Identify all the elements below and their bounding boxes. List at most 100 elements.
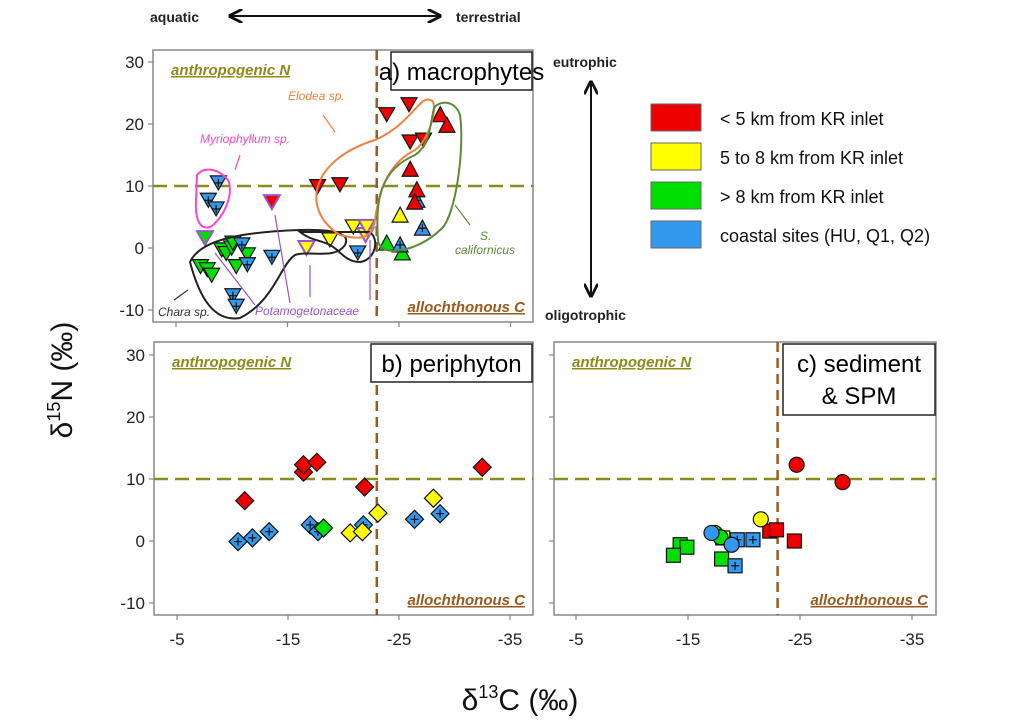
data-point-triangle-down (400, 97, 419, 113)
data-point-triangle-down (262, 194, 282, 212)
legend-swatch-red (650, 103, 702, 132)
panel-title: b) periphyton (381, 351, 521, 378)
data-point-triangle-up (405, 192, 424, 210)
data-point-triangle-down (227, 259, 246, 275)
data-point-triangle-down (344, 219, 363, 236)
data-point-triangle-up (437, 115, 456, 133)
data-point-circle (703, 524, 720, 542)
x-axis-title: δ13C (‰) (462, 682, 579, 717)
x-tick-label: -5 (169, 630, 184, 649)
data-point-triangle-down (195, 230, 215, 248)
anthropogenic-n-label: anthropogenic N (172, 354, 292, 371)
data-point-circle (834, 474, 851, 491)
panel-title-box (370, 343, 533, 383)
data-point-triangle-down (238, 247, 257, 264)
panel-periphyton: 30 20 10 0 -10 -5 -15 -25 -35 anthropogenic N allo… (120, 341, 534, 649)
y-axis-title: δ15N (‰) (44, 322, 79, 439)
data-point-triangle-down (377, 107, 396, 123)
data-point-triangle-down (356, 218, 377, 236)
data-point-square (679, 539, 695, 555)
potamogetonaceae-arrow-1 (274, 214, 291, 304)
y-tick-label: 20 (125, 115, 144, 134)
eutrophic-label: eutrophic (553, 54, 617, 70)
data-point-diamond (354, 477, 375, 497)
legend-label-green: > 8 km from KR inlet (720, 187, 884, 207)
data-point-triangle-up (401, 159, 420, 177)
data-point-circle (723, 536, 740, 553)
data-point-square (665, 547, 682, 563)
data-point-diamond (368, 503, 388, 523)
x-tick-label: -5 (568, 630, 583, 649)
data-point-triangle-up (407, 180, 426, 198)
legend-label-red: < 5 km from KR inlet (720, 109, 884, 129)
chara-label: Chara sp. (158, 305, 210, 319)
panel-macrophytes: 30 20 10 0 -10 anthropogenic N allochthonous C… (119, 49, 544, 327)
macrophyte-annotations: Elodea sp. Myriophyllum sp. Potamogetona… (158, 89, 515, 320)
aquatic-label: aquatic (150, 9, 199, 25)
legend-label-yellow: 5 to 8 km from KR inlet (720, 148, 903, 168)
data-point-triangle-down (296, 240, 317, 258)
potamogetonaceae-label: Potamogetonaceae (255, 304, 359, 318)
x-tick-label: -15 (276, 630, 301, 649)
data-point-diamond (472, 457, 493, 478)
data-point-triangle-down (202, 267, 221, 284)
x-tick-label: -25 (788, 630, 813, 649)
panel-title-box (782, 343, 936, 416)
y-tick-label: 10 (125, 177, 144, 196)
chara-arrow (173, 289, 189, 301)
myriophyllum-label: Myriophyllum sp. (200, 132, 290, 146)
oligotrophic-label: oligotrophic (545, 307, 626, 323)
data-point-circle (788, 456, 805, 473)
svg-text:δ15N (‰): δ15N (‰) (44, 322, 79, 439)
chara-enclosure-right (297, 231, 377, 264)
panel-sediment-spm: -5 -15 -25 -35 anthropogenic N allochthonous … (549, 341, 937, 649)
data-point-square (768, 522, 785, 538)
allochthonous-c-label: allochthonous C (408, 592, 527, 609)
legend-swatch-green (650, 181, 702, 210)
legend: < 5 km from KR inlet 5 to 8 km from KR in… (650, 103, 930, 249)
s-californicus-label-1: S. (480, 229, 491, 243)
data-point-triangle-down (401, 134, 420, 151)
panel-title-line2: & SPM (822, 383, 897, 410)
legend-label-blue: coastal sites (HU, Q1, Q2) (720, 226, 930, 246)
terrestrial-label: terrestrial (456, 9, 521, 25)
chara-enclosure-left (188, 228, 348, 320)
x-tick-label: -35 (900, 630, 925, 649)
y-tick-label: 20 (126, 408, 145, 427)
data-point-square (713, 551, 730, 567)
data-point-circle (752, 511, 769, 528)
data-point-diamond (313, 518, 334, 538)
y-tick-label: 30 (126, 346, 145, 365)
data-point-diamond (234, 490, 255, 511)
data-point-diamond (423, 488, 444, 509)
allochthonous-c-label: allochthonous C (408, 299, 527, 316)
y-tick-label: 10 (126, 470, 145, 489)
y-tick-label: -10 (119, 301, 144, 320)
legend-swatch-blue (650, 220, 702, 249)
panel-title: a) macrophytes (379, 59, 544, 86)
data-point-diamond (307, 452, 327, 473)
svg-text:δ13C (‰): δ13C (‰) (462, 682, 579, 717)
s-californicus-enclosure (376, 101, 463, 252)
y-tick-label: -10 (120, 594, 145, 613)
legend-swatch-yellow (650, 142, 702, 171)
anthropogenic-n-label: anthropogenic N (572, 354, 692, 371)
x-tick-label: -25 (387, 630, 412, 649)
panel-title: c) sediment (797, 351, 921, 378)
s-californicus-arrow (454, 204, 471, 226)
anthropogenic-n-label: anthropogenic N (171, 62, 291, 79)
x-tick-label: -15 (676, 630, 701, 649)
data-point-diamond (352, 521, 373, 542)
myriophyllum-arrow (234, 154, 241, 171)
y-tick-label: 30 (125, 53, 144, 72)
elodea-label: Elodea sp. (288, 89, 345, 103)
potamogetonaceae-arrow-4 (214, 252, 256, 306)
data-point-square (786, 533, 803, 549)
y-tick-label: 0 (136, 532, 145, 551)
myriophyllum-enclosure (194, 168, 231, 229)
y-tick-label: 0 (135, 239, 144, 258)
data-point-triangle-down (330, 177, 349, 193)
allochthonous-c-label: allochthonous C (811, 592, 930, 609)
elodea-arrow (322, 114, 336, 133)
